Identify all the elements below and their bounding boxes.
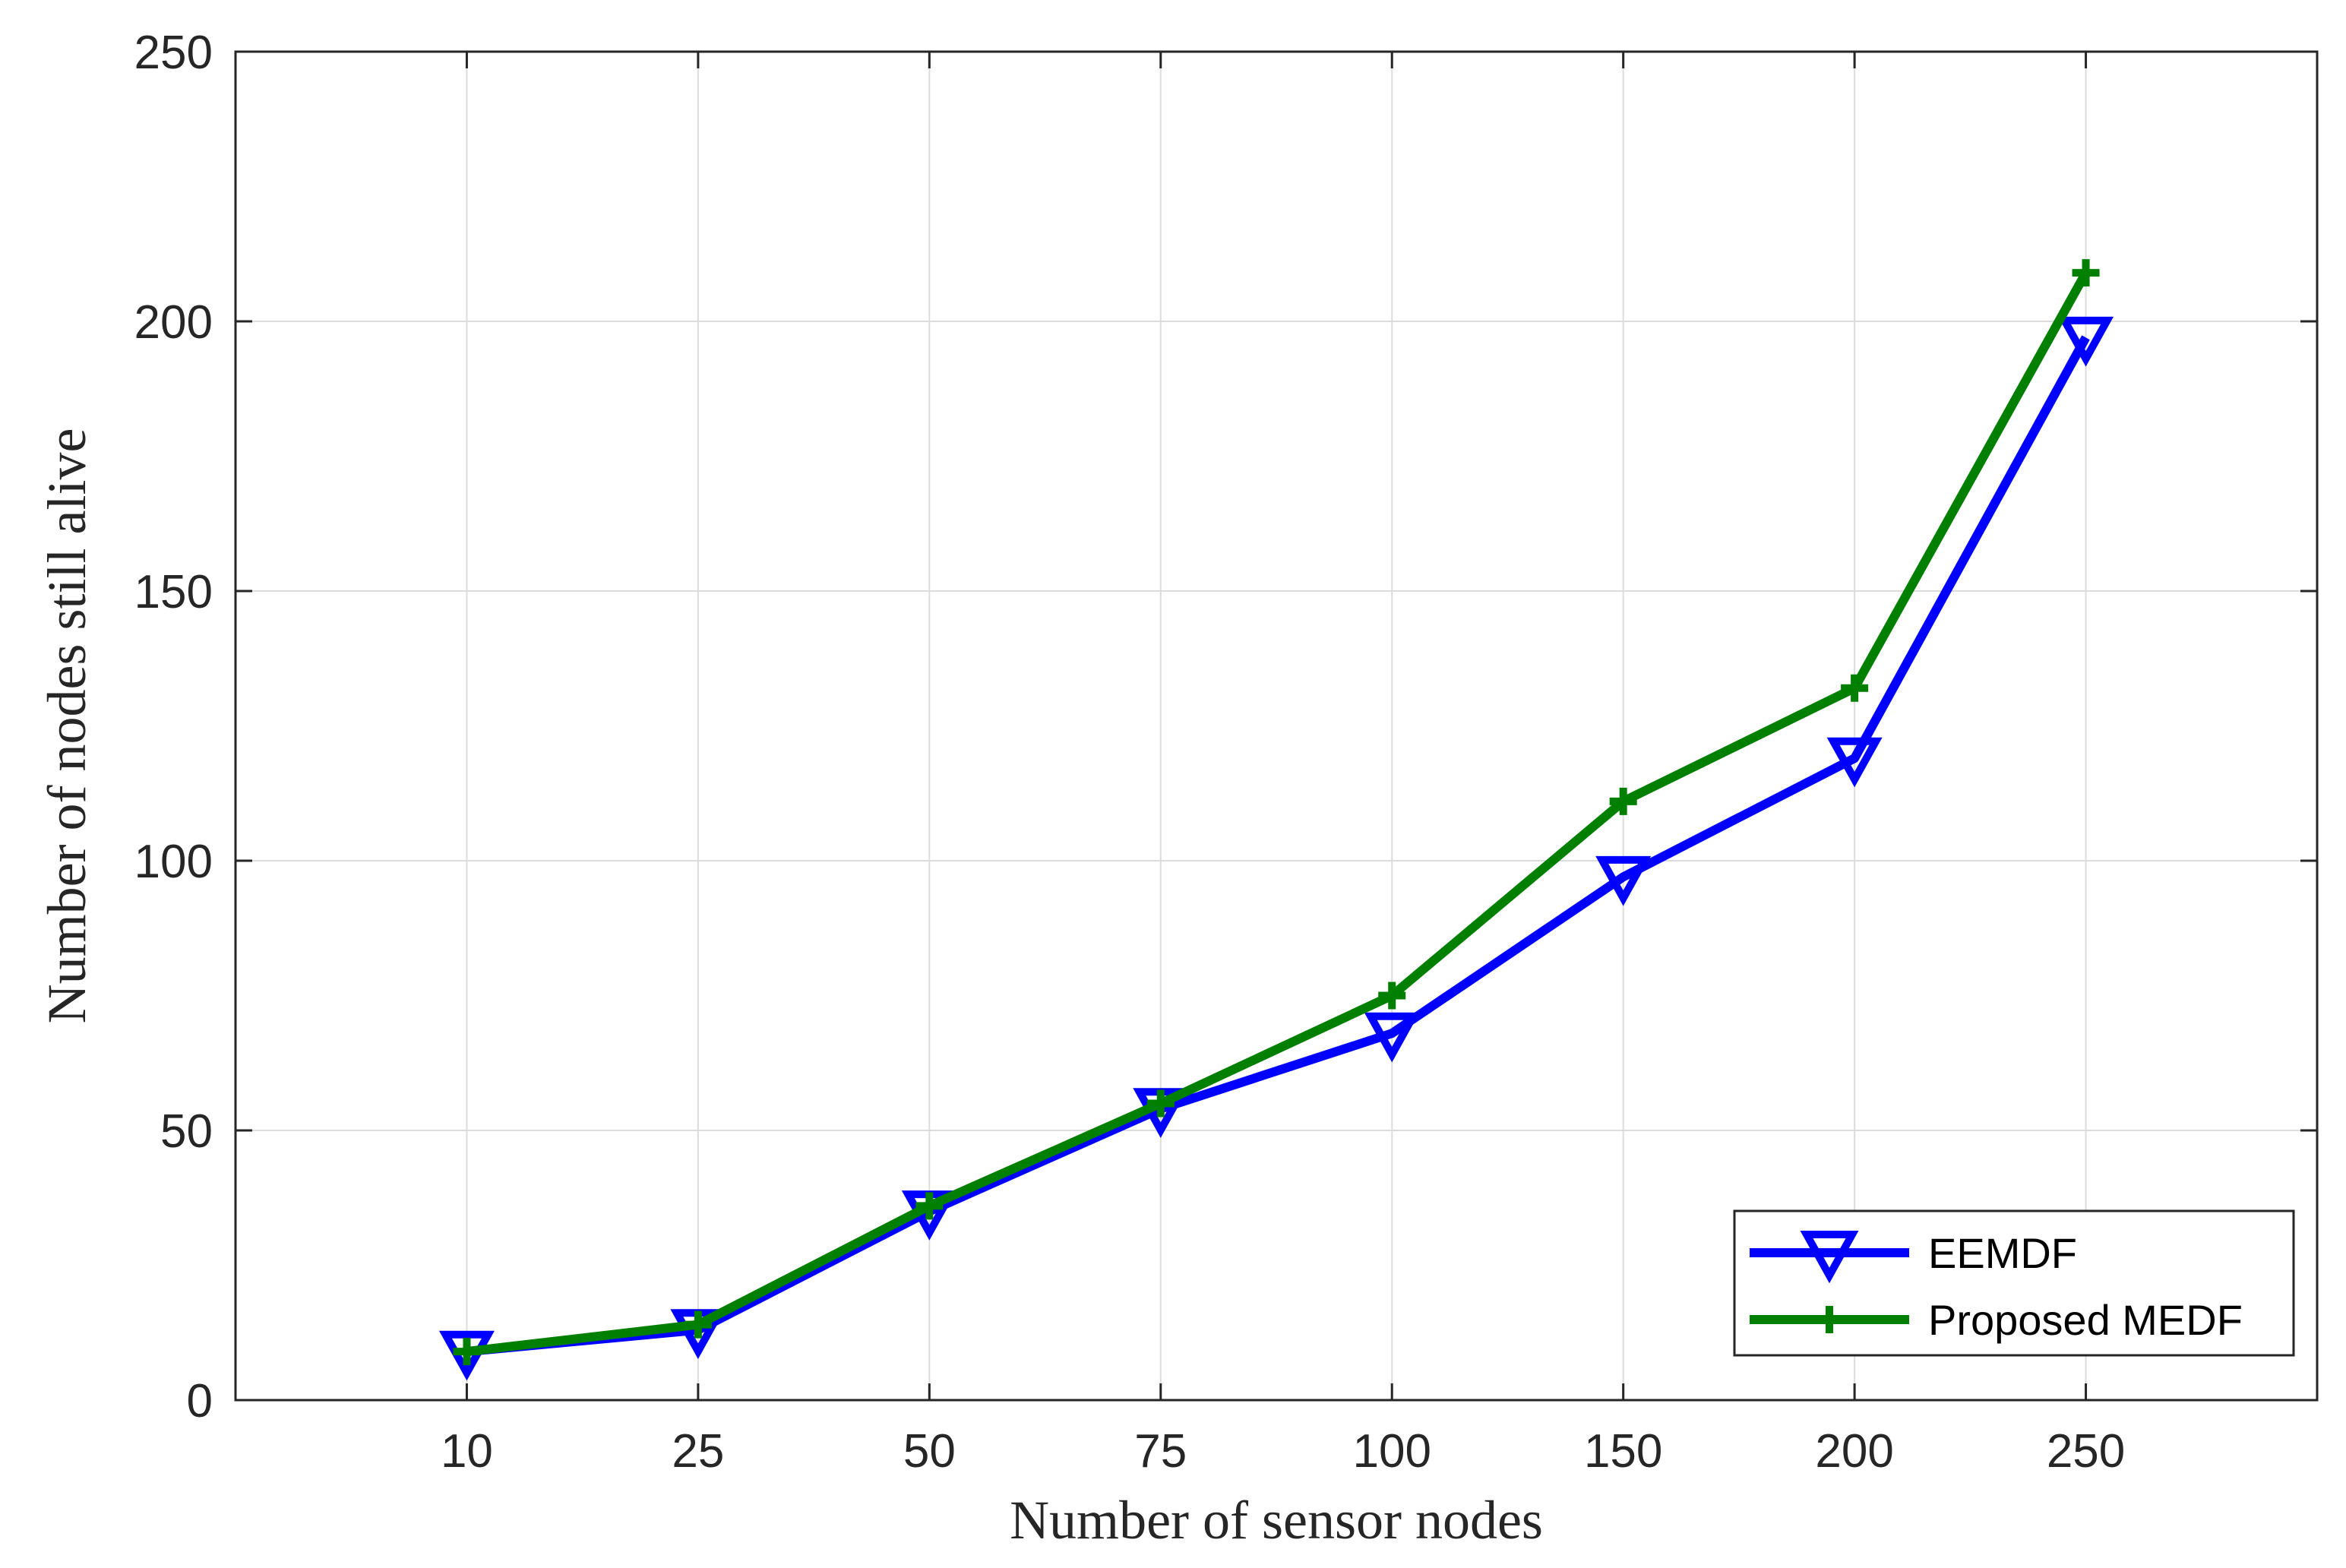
data-point — [1146, 1089, 1175, 1118]
data-point — [915, 1192, 944, 1220]
legend-item: EEMDF — [1750, 1229, 2077, 1284]
series-line — [466, 270, 2090, 1357]
y-tick-label: 250 — [134, 27, 213, 79]
data-point — [1826, 737, 1883, 788]
legend-marker — [1816, 1306, 1843, 1333]
data-point — [1841, 674, 1869, 702]
x-tick-label: 25 — [672, 1425, 724, 1478]
series-layer — [438, 259, 2114, 1381]
x-tick-label: 50 — [903, 1425, 956, 1478]
data-point — [453, 1338, 481, 1366]
x-tick-label: 150 — [1584, 1425, 1662, 1478]
legend-label: Proposed MEDF — [1928, 1296, 2243, 1344]
x-tick-label: 200 — [1815, 1425, 1893, 1478]
y-axis-label: Number of nodes still alive — [36, 428, 97, 1024]
data-point — [1378, 982, 1406, 1010]
data-point — [1595, 855, 1652, 906]
series-line — [466, 335, 2090, 1357]
y-tick-label: 200 — [134, 296, 213, 349]
y-tick-label: 50 — [160, 1105, 213, 1158]
y-tick-label: 100 — [134, 836, 213, 888]
data-point — [1609, 787, 1637, 815]
x-tick-label: 75 — [1134, 1425, 1187, 1478]
grid — [236, 51, 2317, 1401]
data-point — [2072, 259, 2100, 287]
axis-ticks: 10 25 50 75 100 150 200 250 0 50 100 150 200 250 — [134, 27, 2317, 1478]
data-point — [684, 1310, 712, 1339]
legend-label: EEMDF — [1928, 1229, 2077, 1277]
legend: EEMDF Proposed MEDF — [1733, 1209, 2295, 1357]
x-tick-label: 10 — [441, 1425, 493, 1478]
data-point — [2058, 316, 2114, 367]
series-proposed-medf — [453, 259, 2100, 1366]
x-tick-label: 250 — [2047, 1425, 2125, 1478]
data-point — [1364, 1012, 1420, 1063]
plot-area — [234, 50, 2319, 1402]
x-tick-label: 100 — [1352, 1425, 1431, 1478]
x-axis-label: Number of sensor nodes — [1010, 1490, 1543, 1551]
legend-item: Proposed MEDF — [1750, 1296, 2243, 1344]
legend-marker — [1800, 1231, 1859, 1284]
y-tick-label: 150 — [134, 566, 213, 618]
y-tick-label: 0 — [187, 1375, 213, 1427]
